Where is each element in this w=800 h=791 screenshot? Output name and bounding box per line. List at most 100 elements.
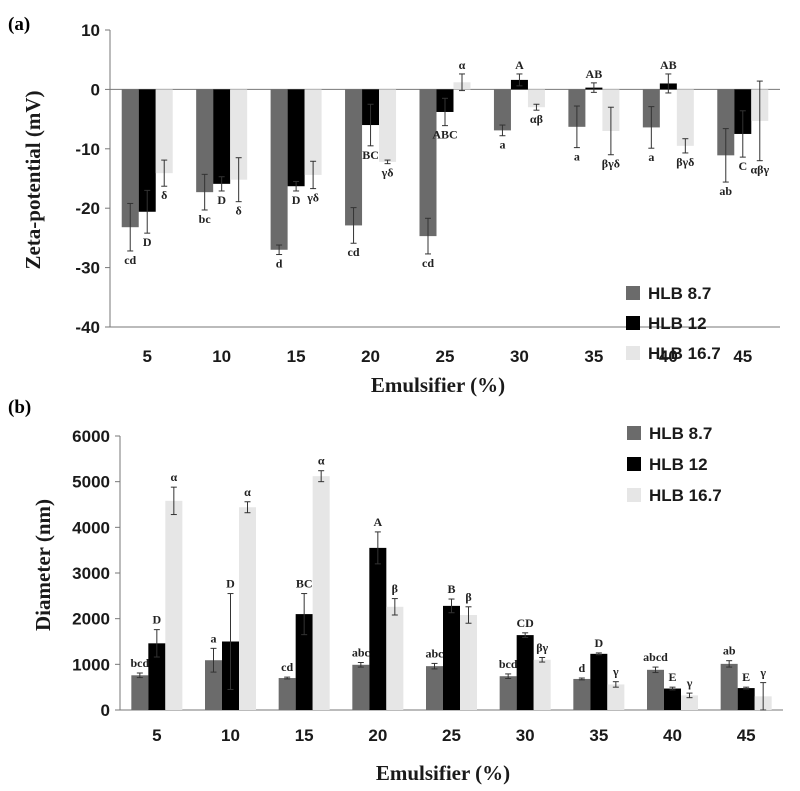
panel-b-error-bar bbox=[539, 656, 546, 663]
panel-a-bar bbox=[138, 89, 156, 212]
panel-b-significance-label: CD bbox=[516, 616, 534, 630]
panel-b-y-tick-label: 4000 bbox=[72, 518, 110, 537]
panel-a-bar bbox=[345, 89, 363, 226]
panel-b-significance-label: D bbox=[594, 636, 603, 650]
panel-a-error-bar bbox=[607, 106, 614, 156]
legend-swatch bbox=[627, 488, 641, 502]
legend-swatch bbox=[627, 457, 641, 471]
panel-b-y-tick-label: 2000 bbox=[72, 610, 110, 629]
panel-a-error-bar bbox=[533, 103, 540, 111]
legend-label: HLB 16.7 bbox=[649, 486, 722, 505]
panel-a-y-tick-label: -40 bbox=[75, 318, 100, 337]
panel-b-error-bar bbox=[244, 501, 251, 514]
panel-a-error-bar bbox=[367, 103, 374, 147]
panel-a-significance-label: αβγ bbox=[750, 163, 769, 177]
panel-a-significance-label: AB bbox=[586, 67, 603, 81]
panel-a-bar bbox=[493, 89, 511, 131]
panel-a-significance-label: γδ bbox=[306, 191, 319, 205]
panel-a-legend-item: HLB 12 bbox=[626, 314, 707, 333]
panel-b-significance-label: E bbox=[742, 670, 750, 684]
panel-a-x-tick-label: 15 bbox=[287, 347, 306, 366]
panel-a-error-bar bbox=[127, 202, 134, 252]
panel-b-bar bbox=[131, 675, 149, 710]
panel-b-significance-label: bcd bbox=[130, 656, 149, 670]
diameter-chart: (b) Diameter (nm) Emulsifier (%) 6000 500… bbox=[8, 397, 783, 785]
panel-b-significance-label: abc bbox=[426, 646, 445, 660]
panel-b-error-bar bbox=[669, 686, 676, 691]
panel-a-legend: HLB 8.7 HLB 12 HLB 16.7 bbox=[626, 284, 721, 363]
panel-b-bar bbox=[239, 507, 256, 710]
panel-b-error-bar bbox=[686, 692, 693, 699]
panel-b-bar bbox=[499, 676, 517, 710]
panel-b-error-bar bbox=[505, 673, 512, 679]
panel-b-bar bbox=[573, 678, 591, 710]
panel-b-bar bbox=[443, 605, 460, 710]
panel-a-x-tick-label: 20 bbox=[361, 347, 380, 366]
panel-b-legend-item: HLB 8.7 bbox=[627, 424, 712, 443]
panel-b-error-bar bbox=[227, 593, 234, 690]
panel-b-legend-item: HLB 16.7 bbox=[627, 486, 722, 505]
panel-b-bar bbox=[205, 660, 222, 710]
panel-b-significance-label: α bbox=[170, 470, 177, 484]
panel-b-significance-label: β bbox=[392, 582, 398, 596]
panel-b-bar bbox=[533, 659, 551, 710]
panel-b-error-bar bbox=[760, 682, 767, 711]
panel-a-bar bbox=[287, 89, 305, 187]
panel-a-significance-label: AB bbox=[660, 58, 677, 72]
panel-a-error-bar bbox=[310, 160, 317, 190]
panel-a-error-bar bbox=[459, 73, 465, 92]
zeta-potential-chart: (a) Zeta-potential (mV) Emulsifier (%) 1… bbox=[8, 14, 780, 397]
panel-b-bar bbox=[148, 643, 166, 710]
panel-a-error-bar bbox=[276, 244, 283, 256]
panel-a-significance-label: a bbox=[648, 150, 654, 164]
panel-a-significance-label: D bbox=[217, 193, 226, 207]
panel-b-y-tick-label: 1000 bbox=[72, 655, 110, 674]
legend-swatch bbox=[627, 426, 641, 440]
panel-a-error-bar bbox=[201, 173, 208, 211]
panel-a-error-bar bbox=[350, 207, 357, 244]
panel-a-significance-label: γδ bbox=[381, 166, 394, 180]
panel-b-significance-label: γ bbox=[612, 665, 619, 679]
panel-b-error-bar bbox=[284, 676, 291, 680]
panel-b-significance-label: γ bbox=[759, 666, 766, 680]
panel-a-significance-label: δ bbox=[236, 204, 242, 218]
panel-a-y-tick-label: 10 bbox=[81, 21, 100, 40]
panel-a-y-tick-label: 0 bbox=[91, 80, 100, 99]
panel-b-significance-label: cd bbox=[281, 660, 293, 674]
panel-a-x-tick-label: 5 bbox=[142, 347, 151, 366]
panel-a-bar bbox=[419, 89, 437, 237]
legend-label: HLB 8.7 bbox=[648, 284, 711, 303]
panel-b-significance-label: γ bbox=[686, 676, 693, 690]
panel-b-bar bbox=[607, 684, 625, 710]
panel-b-error-bar bbox=[170, 486, 177, 516]
panel-a-bar bbox=[676, 89, 694, 146]
legend-swatch bbox=[626, 346, 640, 360]
legend-label: HLB 8.7 bbox=[649, 424, 712, 443]
panel-b-bar bbox=[312, 476, 330, 710]
legend-label: HLB 12 bbox=[648, 314, 707, 333]
panel-a-error-bar bbox=[499, 124, 506, 137]
panel-a-error-bar bbox=[590, 82, 597, 93]
legend-label: HLB 16.7 bbox=[648, 344, 721, 363]
panel-a-significance-label: cd bbox=[348, 245, 360, 259]
panel-b-bar bbox=[681, 695, 698, 710]
panel-a-significance-label: βγδ bbox=[602, 157, 620, 171]
panel-a-label: (a) bbox=[8, 14, 30, 35]
panel-a-error-bar bbox=[293, 180, 300, 192]
panel-b-label: (b) bbox=[8, 397, 31, 418]
panel-b-error-bar bbox=[465, 606, 472, 624]
panel-a-significance-label: βγδ bbox=[676, 155, 694, 169]
panel-b-error-bar bbox=[391, 598, 398, 616]
panel-b-error-bar bbox=[210, 647, 217, 673]
panel-a-x-tick-label: 25 bbox=[436, 347, 455, 366]
panel-b-error-bar bbox=[318, 470, 325, 483]
panel-b-y-tick-label: 5000 bbox=[72, 473, 110, 492]
panel-b-error-bar bbox=[301, 593, 308, 636]
panel-a-significance-label: cd bbox=[422, 256, 434, 270]
panel-a-significance-label: αβ bbox=[530, 112, 543, 126]
panel-b-bar bbox=[647, 669, 664, 710]
panel-a-error-bar bbox=[442, 97, 448, 127]
panel-b-significance-label: bcd bbox=[499, 657, 518, 671]
panel-b-significance-label: a bbox=[211, 631, 217, 645]
